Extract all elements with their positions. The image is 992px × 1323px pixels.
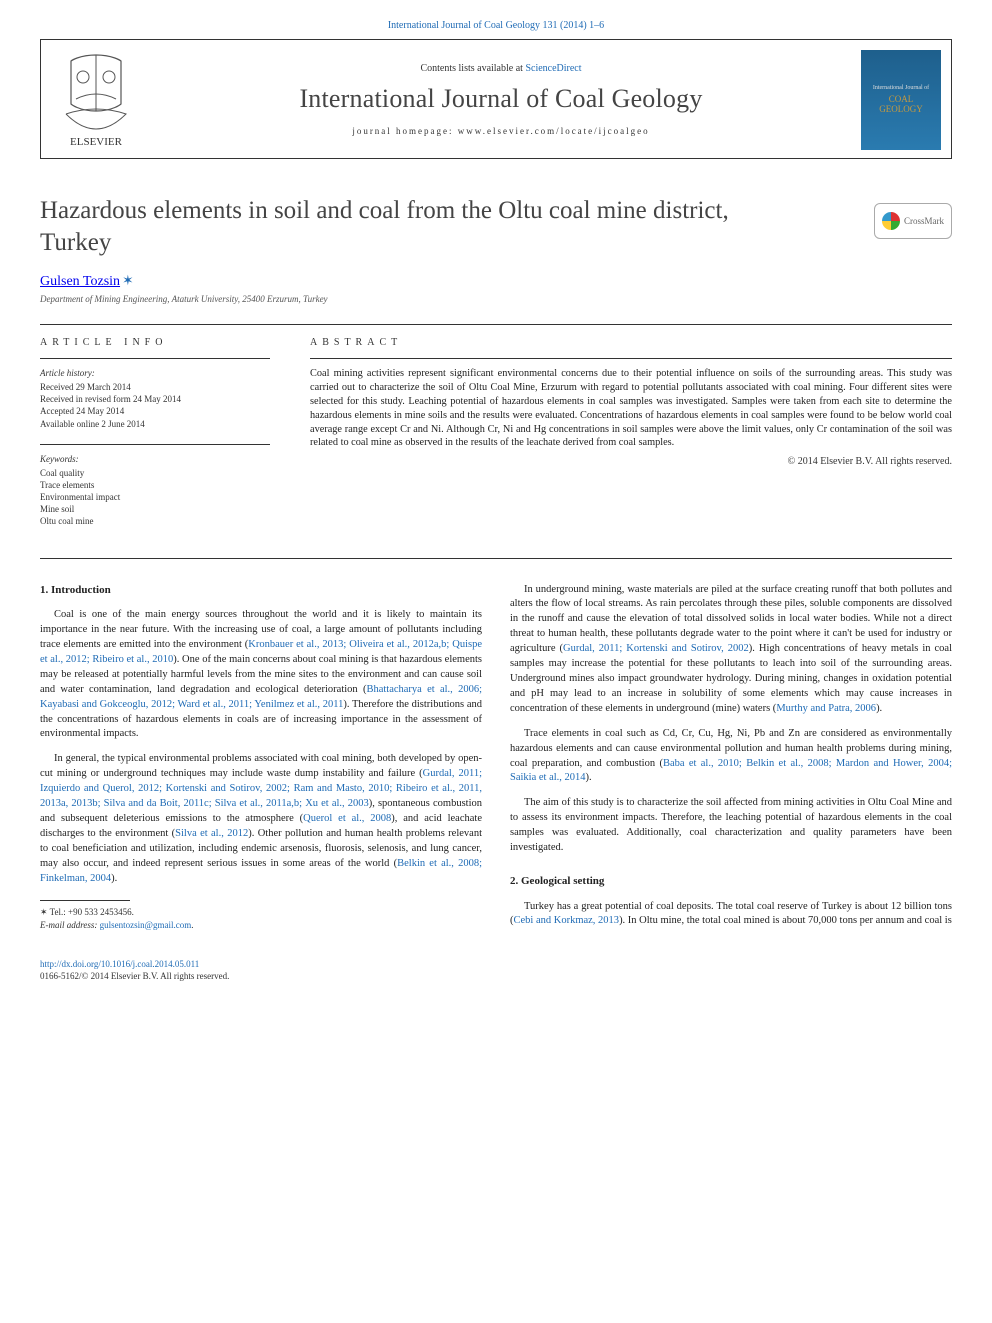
divider-partial	[310, 358, 952, 359]
running-head-link[interactable]: International Journal of Coal Geology 13…	[40, 20, 952, 31]
paragraph: In underground mining, waste materials a…	[510, 583, 952, 717]
page: International Journal of Coal Geology 13…	[0, 0, 992, 1012]
contents-label: Contents lists available at	[420, 63, 525, 74]
abstract-text: Coal mining activities represent signifi…	[310, 367, 952, 450]
dot: .	[191, 920, 193, 930]
tel-label: Tel.:	[50, 907, 68, 917]
history-online: Available online 2 June 2014	[40, 418, 270, 430]
citation-link[interactable]: Murthy and Patra, 2006	[776, 703, 876, 714]
journal-homepage: journal homepage: www.elsevier.com/locat…	[352, 126, 649, 136]
elsevier-logo-icon: ELSEVIER	[51, 49, 141, 149]
footnote-separator	[40, 900, 130, 901]
footnote-email: E-mail address: gulsentozsin@gmail.com.	[40, 919, 482, 931]
divider	[40, 324, 952, 325]
history-accepted: Accepted 24 May 2014	[40, 405, 270, 417]
footnote-block: ✶ Tel.: +90 533 2453456. E-mail address:…	[40, 900, 482, 930]
issn-copyright: 0166-5162/© 2014 Elsevier B.V. All right…	[40, 970, 952, 982]
corresponding-star-icon: ✶	[40, 907, 50, 917]
text-run: ).	[876, 703, 882, 714]
journal-cover-thumb: International Journal of COAL GEOLOGY	[861, 50, 941, 150]
corresponding-star-icon[interactable]: ✶	[122, 274, 134, 289]
crossmark-badge[interactable]: CrossMark	[874, 203, 952, 239]
paragraph: Trace elements in coal such as Cd, Cr, C…	[510, 727, 952, 787]
keyword: Trace elements	[40, 479, 270, 491]
article-head: Hazardous elements in soil and coal from…	[40, 195, 952, 304]
affiliation: Department of Mining Engineering, Atatur…	[40, 294, 952, 304]
crossmark-label: CrossMark	[904, 216, 944, 226]
text-run: ).	[111, 873, 117, 884]
tel-value: +90 533 2453456.	[68, 907, 134, 917]
abstract-copyright: © 2014 Elsevier B.V. All rights reserved…	[310, 456, 952, 467]
contents-available-line: Contents lists available at ScienceDirec…	[420, 63, 581, 74]
article-history: Article history: Received 29 March 2014 …	[40, 367, 270, 430]
paragraph: In general, the typical environmental pr…	[40, 752, 482, 886]
paragraph: Turkey has a great potential of coal dep…	[510, 900, 952, 930]
footnote-tel: ✶ Tel.: +90 533 2453456.	[40, 906, 482, 918]
publisher-logo-col: ELSEVIER	[41, 40, 151, 158]
history-revised: Received in revised form 24 May 2014	[40, 393, 270, 405]
abstract-col: abstract Coal mining activities represen…	[310, 337, 952, 542]
author-link[interactable]: Gulsen Tozsin	[40, 274, 120, 289]
article-title: Hazardous elements in soil and coal from…	[40, 195, 780, 259]
journal-header-box: ELSEVIER Contents lists available at Sci…	[40, 39, 952, 159]
section-heading-geo: 2. Geological setting	[510, 874, 952, 890]
keyword: Mine soil	[40, 503, 270, 515]
citation-link[interactable]: Silva et al., 2012	[175, 828, 248, 839]
journal-title: International Journal of Coal Geology	[299, 84, 702, 114]
divider	[40, 558, 952, 559]
author-line: Gulsen Tozsin✶	[40, 273, 952, 290]
doi-link[interactable]: http://dx.doi.org/10.1016/j.coal.2014.05…	[40, 959, 199, 969]
keyword: Oltu coal mine	[40, 515, 270, 527]
elsevier-logo-text: ELSEVIER	[70, 136, 123, 148]
citation-link[interactable]: Gurdal, 2011; Kortenski and Sotirov, 200…	[563, 643, 749, 654]
history-title: Article history:	[40, 367, 270, 379]
sciencedirect-link[interactable]: ScienceDirect	[525, 63, 581, 74]
cover-title-l2: GEOLOGY	[879, 105, 923, 115]
paragraph: The aim of this study is to characterize…	[510, 796, 952, 856]
citation-link[interactable]: Cebi and Korkmaz, 2013	[514, 915, 620, 926]
meta-row: article info Article history: Received 2…	[40, 337, 952, 542]
article-info-heading: article info	[40, 337, 270, 348]
text-run: ). In Oltu mine, the total coal mined is…	[619, 915, 952, 926]
text-run: In general, the typical environmental pr…	[40, 753, 482, 779]
article-info-col: article info Article history: Received 2…	[40, 337, 270, 542]
text-run: ).	[586, 772, 592, 783]
keyword: Coal quality	[40, 467, 270, 479]
email-link[interactable]: gulsentozsin@gmail.com	[100, 920, 192, 930]
crossmark-icon	[882, 212, 900, 230]
divider-partial	[40, 358, 270, 359]
keyword: Environmental impact	[40, 491, 270, 503]
email-label: E-mail address:	[40, 920, 100, 930]
section-heading-intro: 1. Introduction	[40, 583, 482, 599]
header-center: Contents lists available at ScienceDirec…	[151, 40, 851, 158]
citation-link[interactable]: Querol et al., 2008	[303, 813, 391, 824]
divider-partial	[40, 444, 270, 445]
cover-small-text: International Journal of	[873, 85, 929, 91]
abstract-heading: abstract	[310, 337, 952, 348]
keywords-title: Keywords:	[40, 453, 270, 465]
history-received: Received 29 March 2014	[40, 381, 270, 393]
body-columns: 1. Introduction Coal is one of the main …	[40, 583, 952, 941]
footer-block: http://dx.doi.org/10.1016/j.coal.2014.05…	[40, 958, 952, 982]
keywords-block: Keywords: Coal quality Trace elements En…	[40, 453, 270, 528]
paragraph: Coal is one of the main energy sources t…	[40, 608, 482, 742]
